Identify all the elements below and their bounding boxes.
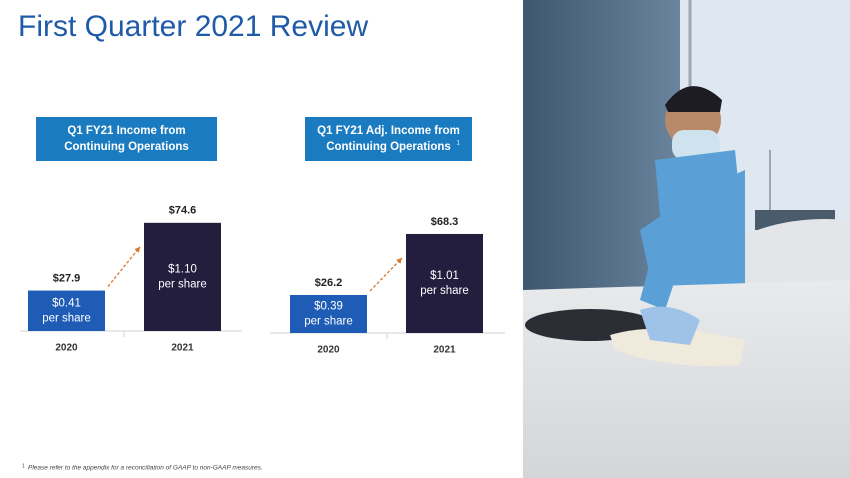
bar-text: $1.10 [168,263,197,275]
x-tick-label: 2020 [317,345,340,356]
value-label: $74.6 [169,205,197,217]
growth-arrow-head [396,257,402,264]
footnote: 1 Please refer to the appendix for a rec… [22,463,263,471]
x-tick-label: 2021 [171,343,194,354]
bar [28,290,105,331]
bar-text: per share [304,316,353,328]
bar-text: $0.41 [52,297,81,309]
chart-header-text: Continuing Operations [64,141,189,153]
value-label: $68.3 [431,216,459,228]
x-tick-label: 2021 [433,345,456,356]
bar-text: $1.01 [430,270,459,282]
bar [290,295,367,333]
growth-arrow-head [134,246,140,253]
footnote-text: Please refer to the appendix for a recon… [28,465,263,472]
chart-header-text: Q1 FY21 Adj. Income from [317,125,460,137]
chart-header [305,117,472,161]
chart-header-note: 1 [457,141,461,147]
chart-header [36,117,217,161]
chart-header-text: Q1 FY21 Income from [67,125,185,137]
x-tick-label: 2020 [55,343,78,354]
slide-title: First Quarter 2021 Review [18,10,368,43]
footnote-marker: 1 [22,463,25,469]
value-label: $27.9 [53,272,81,284]
bar [406,233,483,333]
photo [523,0,850,478]
bar-text: per share [42,312,91,324]
bar-text: $0.39 [314,301,343,313]
bar-text: per share [420,285,469,297]
chart-header-text: Continuing Operations [326,141,451,153]
growth-arrow [369,257,403,292]
value-label: $26.2 [315,277,343,289]
growth-arrow [107,246,141,287]
bar-text: per share [158,278,207,290]
bar [144,222,221,331]
